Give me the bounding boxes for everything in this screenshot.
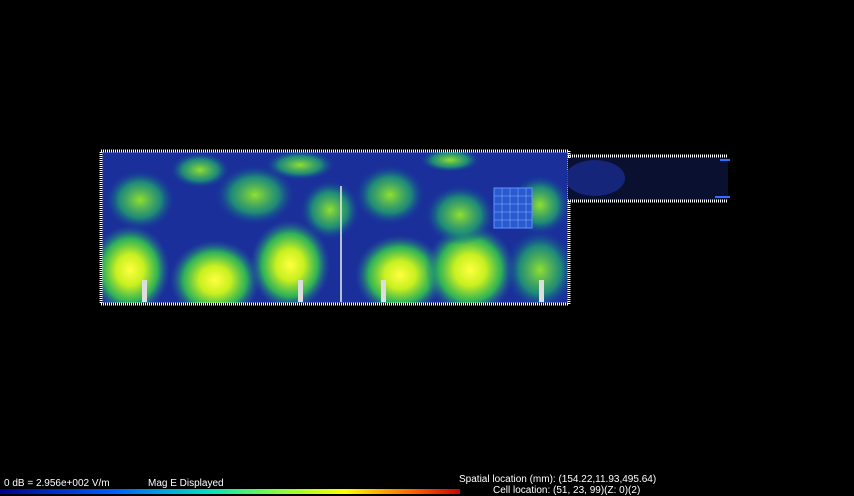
waveguide [565, 156, 730, 201]
screen: {"status": { "scale": "0 dB = 2.956e+002… [0, 0, 854, 494]
color-scale [0, 489, 460, 494]
field-view [0, 0, 854, 494]
scale-text: 0 dB = 2.956e+002 V/m [4, 478, 110, 489]
mode-text: Mag E Displayed [148, 478, 224, 489]
cavity [90, 148, 575, 320]
cell-location: Cell location: (51, 23, 99)(Z: 0)(2) [493, 485, 640, 496]
spatial-location: Spatial location (mm): (154.22,11.93,495… [459, 474, 656, 485]
